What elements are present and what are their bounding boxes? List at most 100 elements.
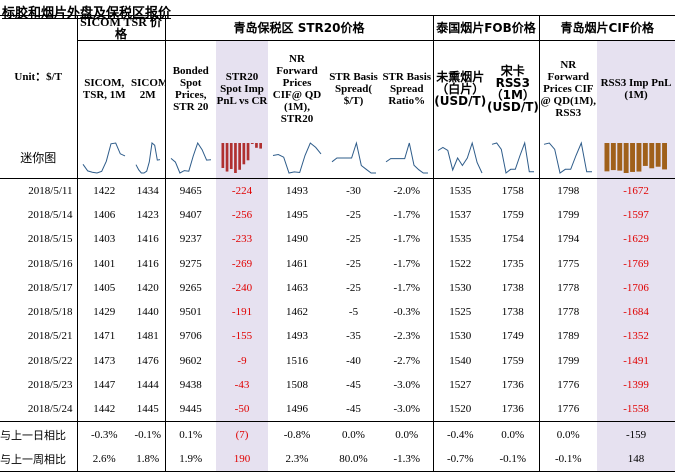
sparkline-cell	[268, 137, 326, 179]
sparkline-bar	[662, 142, 668, 169]
sparkline-cell	[216, 137, 268, 179]
table-cell: 1493	[286, 330, 308, 343]
table-row: 2018/5/17 1405 1420 9265 -240 1463 -25 -1.7% 153…	[0, 275, 676, 300]
table-cell: 1473	[93, 354, 116, 367]
table-cell: -2.7%	[381, 348, 434, 373]
table-cell: 9445	[179, 403, 202, 416]
table-cell: 1401	[93, 257, 116, 270]
table-cell: 2.6%	[92, 452, 116, 465]
table-cell: -155	[216, 324, 268, 349]
table-cell: 9237	[179, 233, 202, 246]
table-cell: 1778	[557, 306, 580, 319]
table-cell: -1.7%	[381, 227, 434, 252]
table-cell: -1706	[597, 275, 676, 300]
table-cell: 1540	[449, 354, 472, 367]
table-row: 2018/5/16 1401 1416 9275 -269 1461 -25 -1.7% 152…	[0, 251, 676, 276]
table-cell: -35	[346, 330, 361, 343]
row-date: 2018/5/22	[0, 348, 78, 373]
table-cell: 1405	[93, 281, 116, 294]
table-cell: 1442	[93, 403, 116, 416]
table-row: 2018/5/14 1406 1423 9407 -256 1495 -25 -1.7% 153…	[0, 202, 676, 228]
sparkline-row: 迷你图	[0, 137, 676, 179]
table-cell: 1738	[487, 299, 540, 325]
sparkline-white-sheet	[437, 140, 483, 173]
table-cell: -159	[597, 421, 676, 447]
table-cell: -240	[216, 275, 268, 300]
table-cell: 1422	[93, 184, 116, 197]
sparkline-line	[331, 140, 376, 173]
table-cell: -0.1%	[487, 446, 540, 472]
sparkline-line	[82, 141, 126, 174]
sparkline-bar	[255, 142, 258, 148]
table-cell: -25	[346, 233, 361, 246]
table-cell: -0.8%	[283, 428, 311, 441]
table-cell: -1629	[597, 227, 676, 252]
table-cell: 1508	[286, 379, 308, 392]
table-cell: 1759	[487, 348, 540, 373]
table-cell: -256	[216, 202, 268, 228]
sparkline-songkhla-rss3	[491, 140, 534, 174]
sparkline-line	[272, 141, 322, 174]
sparkline-cell	[165, 137, 216, 179]
sparkline-bar	[250, 142, 254, 144]
table-cell: -3.0%	[381, 397, 434, 422]
table-cell: -1597	[597, 202, 676, 228]
table-cell: -191	[216, 299, 268, 325]
table-cell: -1.7%	[381, 251, 434, 276]
sparkline-bar	[623, 142, 629, 173]
group-bonded: 青岛保税区 STR20价格	[165, 15, 434, 41]
table-cell: 1522	[449, 257, 472, 270]
table-cell: -0.4%	[446, 428, 474, 441]
sparkline-bar	[229, 142, 233, 169]
col-bonded-spot: Bonded Spot Prices, STR 20	[172, 65, 209, 114]
row-date: 2018/5/21	[0, 324, 78, 349]
table-row: 2018/5/18 1429 1440 9501 -191 1462 -5 -0.3% 1525…	[0, 299, 676, 325]
table-cell: 0.0%	[381, 421, 434, 447]
summary-row: 与上一周相比 2.6% 1.8% 1.9% 190 2.3% 80.0% -1.3% -0.7%…	[0, 446, 676, 472]
table-cell: 1403	[93, 233, 116, 246]
table-cell: -40	[346, 354, 361, 367]
table-cell: 1516	[286, 354, 308, 367]
table-cell: 1736	[487, 372, 540, 398]
table-cell: -1684	[597, 299, 676, 325]
row-date: 2018/5/16	[0, 251, 78, 276]
table-row: 2018/5/15 1403 1416 9237 -233 1490 -25 -1.7% 153…	[0, 227, 676, 252]
table-cell: 9265	[179, 281, 202, 294]
table-cell: -50	[216, 397, 268, 422]
table-cell: 1496	[286, 403, 308, 416]
table-cell: 1520	[449, 403, 472, 416]
table-cell: -45	[346, 403, 361, 416]
table-cell: 1530	[449, 330, 472, 343]
sparkline-cell	[77, 137, 131, 179]
row-date: 2018/5/11	[0, 178, 78, 203]
table-cell: -233	[216, 227, 268, 252]
sparkline-bar	[604, 142, 610, 171]
table-cell: 9407	[179, 208, 202, 221]
table-cell: -1352	[597, 324, 676, 349]
sparkline-bar	[617, 142, 623, 171]
table-cell: 190	[216, 446, 268, 472]
table-cell: -25	[346, 208, 361, 221]
unit-header: Unit：$/T	[0, 15, 78, 138]
table-cell: 1525	[449, 306, 472, 319]
col-str20-pnl: STR20 Spot Imp PnL vs CR	[216, 40, 268, 138]
table-cell: 9465	[179, 184, 202, 197]
group-thai-fob: 泰国烟片FOB价格	[433, 15, 540, 41]
sparkline-label: 迷你图	[0, 137, 78, 179]
sparkline-nr-forward-rss3	[544, 140, 593, 174]
table-cell: 1423	[131, 202, 166, 228]
table-cell: -0.3%	[90, 428, 118, 441]
table-cell: -1558	[597, 397, 676, 422]
sparkline-cell	[539, 137, 598, 179]
table-cell: -224	[216, 178, 268, 203]
summary-label: 与上一日相比	[0, 421, 78, 447]
table-row: 2018/5/21 1471 1481 9706 -155 1493 -35 -2.3% 153…	[0, 324, 676, 349]
table-cell: 1447	[93, 379, 116, 392]
table-cell: -5	[348, 306, 359, 319]
sparkline-bar	[655, 142, 661, 167]
sparkline-cell	[597, 137, 676, 179]
row-date: 2018/5/17	[0, 275, 78, 300]
table-cell: -25	[346, 257, 361, 270]
price-table: Unit：$/T SICOM TSR 价格 青岛保税区 STR20价格 泰国烟片…	[0, 15, 676, 472]
table-cell: 0.1%	[179, 428, 203, 441]
